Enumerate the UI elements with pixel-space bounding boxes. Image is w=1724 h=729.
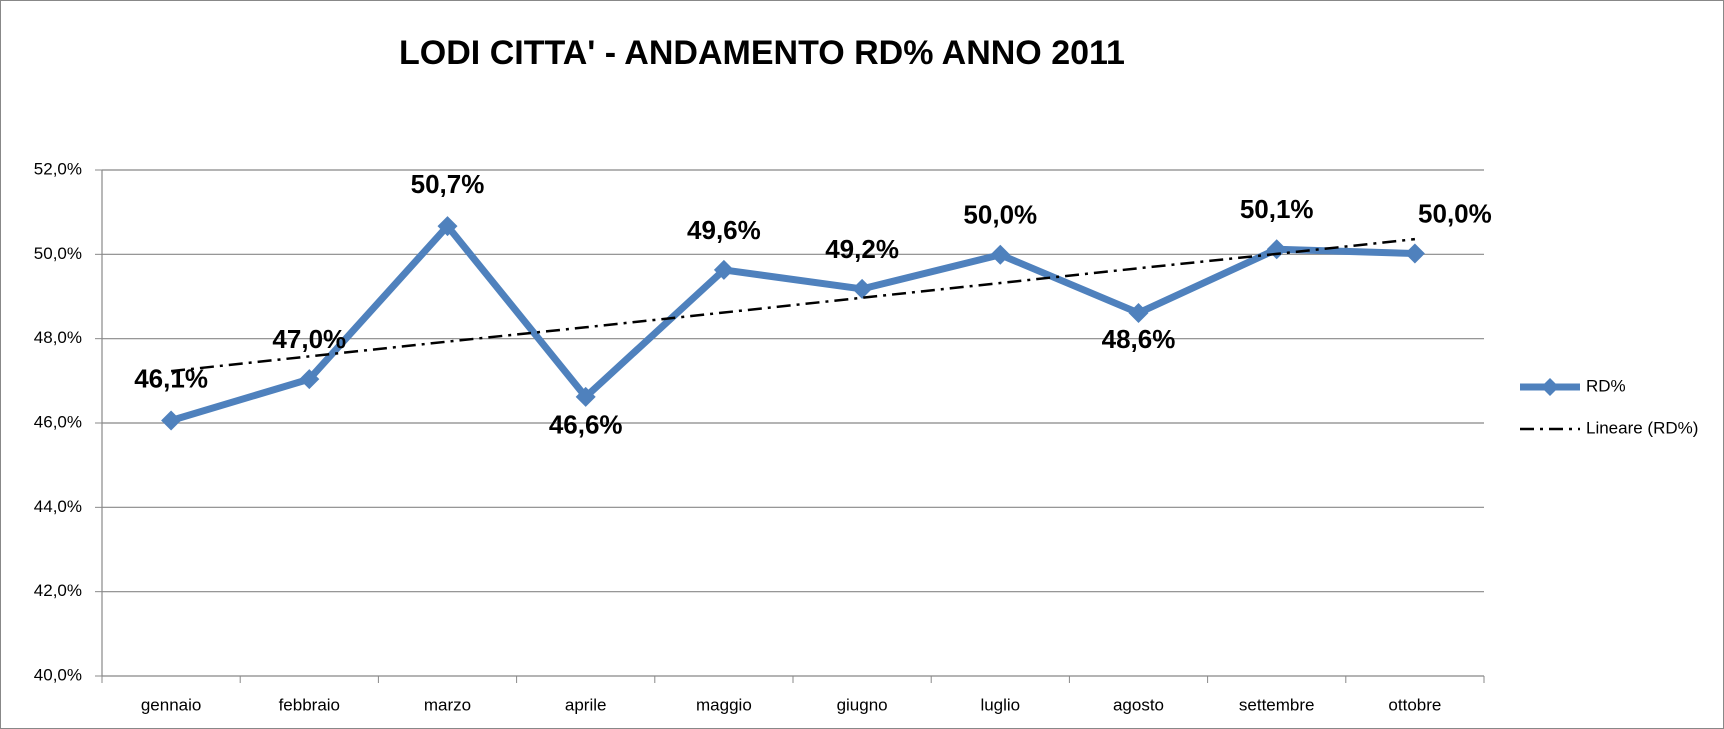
y-tick-label: 48,0% bbox=[34, 328, 82, 347]
legend-label: RD% bbox=[1586, 376, 1626, 395]
x-tick-label: aprile bbox=[565, 695, 607, 714]
x-tick-label: gennaio bbox=[141, 695, 202, 714]
x-tick-label: giugno bbox=[837, 695, 888, 714]
data-line bbox=[170, 222, 1416, 424]
data-point bbox=[1266, 239, 1287, 260]
data-point bbox=[852, 278, 873, 299]
y-tick-label: 42,0% bbox=[34, 581, 82, 600]
data-point bbox=[1404, 243, 1425, 264]
x-tick-label: ottobre bbox=[1388, 695, 1441, 714]
data-label: 49,2% bbox=[825, 234, 899, 264]
x-tick-label: luglio bbox=[980, 695, 1020, 714]
data-point bbox=[1128, 302, 1149, 323]
data-point bbox=[575, 386, 596, 407]
data-label: 50,7% bbox=[411, 169, 485, 199]
data-label: 49,6% bbox=[687, 215, 761, 245]
data-label: 50,1% bbox=[1240, 194, 1314, 224]
y-tick-label: 40,0% bbox=[34, 665, 82, 684]
legend-marker bbox=[1541, 378, 1559, 396]
data-label: 46,1% bbox=[134, 363, 208, 393]
legend-label: Lineare (RD%) bbox=[1586, 418, 1698, 437]
data-label: 50,0% bbox=[1418, 198, 1492, 228]
y-tick-label: 50,0% bbox=[34, 244, 82, 263]
x-tick-label: marzo bbox=[424, 695, 471, 714]
y-tick-label: 52,0% bbox=[34, 159, 82, 178]
trend-line bbox=[170, 237, 1416, 373]
chart-title: LODI CITTA' - ANDAMENTO RD% ANNO 2011 bbox=[399, 34, 1125, 72]
data-label: 47,0% bbox=[272, 324, 346, 354]
x-tick-label: settembre bbox=[1239, 695, 1315, 714]
x-tick-label: febbraio bbox=[279, 695, 340, 714]
y-tick-label: 44,0% bbox=[34, 497, 82, 516]
data-label: 46,6% bbox=[549, 410, 623, 440]
data-point bbox=[437, 216, 458, 237]
x-tick-label: maggio bbox=[696, 695, 752, 714]
y-tick-label: 46,0% bbox=[34, 412, 82, 431]
data-point bbox=[299, 369, 320, 390]
data-label: 50,0% bbox=[963, 200, 1037, 230]
data-point bbox=[713, 259, 734, 280]
data-point bbox=[990, 244, 1011, 265]
data-label: 48,6% bbox=[1102, 324, 1176, 354]
data-point bbox=[161, 410, 182, 431]
x-tick-label: agosto bbox=[1113, 695, 1164, 714]
